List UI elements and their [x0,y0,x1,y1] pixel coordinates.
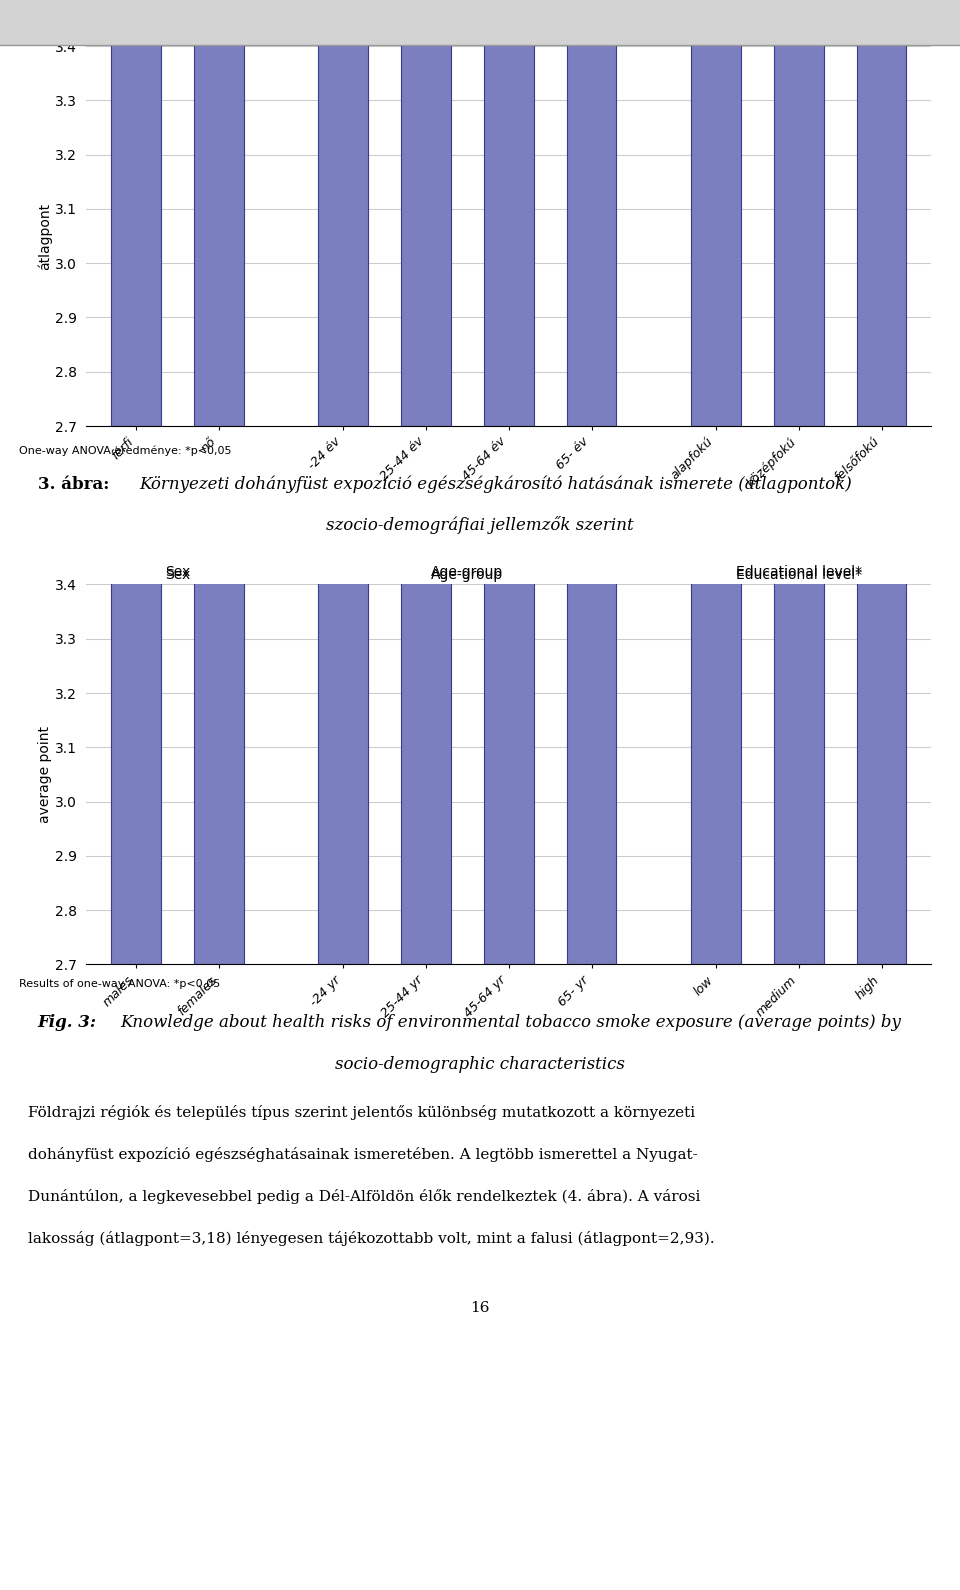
Bar [111,0,161,426]
Bar [774,0,824,426]
Text: Iskolai végzettség*: Iskolai végzettség* [732,29,865,43]
Bar [401,0,451,965]
Text: Age-group: Age-group [431,564,503,579]
Bar [484,0,534,426]
Text: Sex: Sex [165,564,190,579]
Bar [774,0,824,965]
Text: Sex: Sex [165,568,190,582]
Bar [566,0,616,426]
Bar [401,0,451,426]
Text: Környezeti dohányfüst expozíció egészségkárosító hatásának ismerete (átlagpontok: Környezeti dohányfüst expozíció egészség… [139,475,852,493]
Text: 3. ábra:: 3. ábra: [37,475,109,493]
Bar [691,0,741,965]
Bar [319,0,368,965]
Text: Földrajzi régiók és település típus szerint jelentős különbség mutatkozott a kör: Földrajzi régiók és település típus szer… [29,1105,696,1121]
Text: One-way ANOVA eredménye: *p<0,05: One-way ANOVA eredménye: *p<0,05 [19,445,231,456]
FancyBboxPatch shape [797,0,960,45]
Text: Age-group: Age-group [431,568,503,582]
Bar [566,0,616,965]
Text: Iskolai végzettség*: Iskolai végzettség* [732,25,865,41]
Y-axis label: average point: average point [37,727,52,824]
Text: Dunántúlon, a legkevesebbel pedig a Dél-Alföldön élők rendelkeztek (4. ábra). A : Dunántúlon, a legkevesebbel pedig a Dél-… [29,1189,701,1204]
Bar [856,0,906,965]
Text: Korcsoport: Korcsoport [430,27,504,41]
Text: socio-demographic characteristics: socio-demographic characteristics [335,1056,625,1073]
Bar [856,0,906,426]
Text: szocio-demográfiai jellemzők szerint: szocio-demográfiai jellemzők szerint [326,517,634,534]
Text: Nem: Nem [161,27,194,41]
Text: 16: 16 [470,1301,490,1315]
Text: EGÉSZSÉGTUDOMÁNY, LVI. ÉVFOLYAM, 2012. 3. SZÁM: EGÉSZSÉGTUDOMÁNY, LVI. ÉVFOLYAM, 2012. 3… [29,13,593,33]
Text: Fig. 3:: Fig. 3: [37,1014,97,1032]
Text: Educational level*: Educational level* [735,564,862,579]
Text: Results of one-way ANOVA: *p<0.05: Results of one-way ANOVA: *p<0.05 [19,979,221,989]
Text: Nem: Nem [161,29,194,43]
Y-axis label: átlagpont: átlagpont [37,202,52,270]
Bar [484,0,534,965]
Bar [111,0,161,965]
Text: 2012/3: 2012/3 [830,11,926,35]
Text: Korcsoport: Korcsoport [430,29,504,43]
Bar [691,0,741,426]
Text: Educational level*: Educational level* [735,568,862,582]
Bar [194,0,244,426]
Text: dohányfüst expozíció egészséghatásainak ismeretében. A legtöbb ismerettel a Nyug: dohányfüst expozíció egészséghatásainak … [29,1148,698,1162]
Text: Knowledge about health risks of environmental tobacco smoke exposure (average po: Knowledge about health risks of environm… [121,1014,901,1032]
Text: lakosság (átlagpont=3,18) lényegesen tájékozottabb volt, mint a falusi (átlagpon: lakosság (átlagpont=3,18) lényegesen táj… [29,1231,715,1247]
Bar [194,0,244,965]
Bar [319,0,368,426]
